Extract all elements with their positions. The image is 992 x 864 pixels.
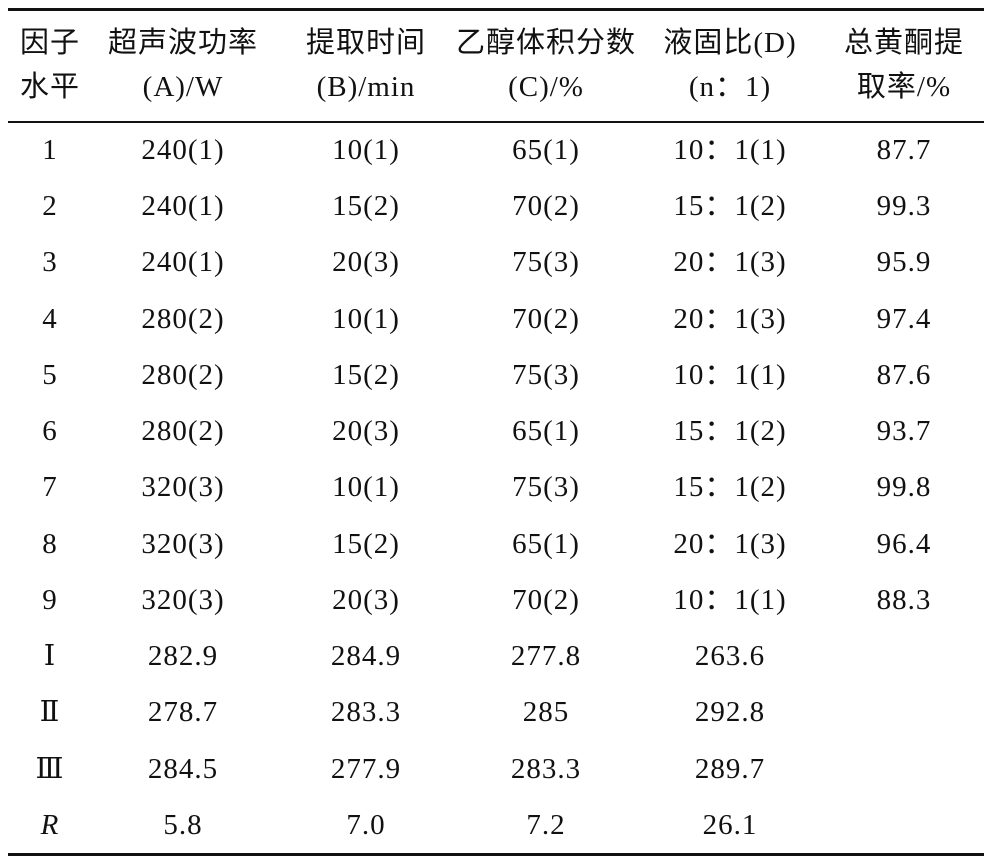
table-cell: 20(3) — [332, 415, 400, 448]
table-cell: 15：1(2) — [673, 471, 787, 504]
table-cell: 70(2) — [512, 302, 580, 335]
table-cell: 99.3 — [876, 190, 932, 223]
table-cell: 15(2) — [332, 190, 400, 223]
row-label: R — [40, 808, 60, 841]
table-cell: 240(1) — [141, 190, 225, 223]
row-label: Ⅱ — [39, 696, 61, 729]
header-cell: 因子 — [19, 27, 81, 59]
header-cell: 乙醇体积分数 — [455, 27, 637, 59]
table-cell: 65(1) — [512, 134, 580, 166]
table-cell: 10(1) — [332, 134, 400, 166]
table-cell: 10(1) — [332, 471, 400, 504]
table-cell: 277.9 — [330, 752, 402, 785]
table-cell: 93.7 — [876, 415, 932, 448]
table-cell: 26.1 — [702, 808, 758, 841]
table-cell: 20：1(3) — [673, 302, 787, 335]
table-cell: 20：1(3) — [673, 246, 787, 279]
table-cell: 7.0 — [346, 808, 386, 841]
table-cell: 95.9 — [876, 246, 932, 279]
table-cell: 292.8 — [694, 696, 766, 729]
header-cell: 超声波功率 — [107, 27, 259, 59]
table-cell: 65(1) — [512, 527, 580, 560]
table-cell: 15(2) — [332, 358, 400, 391]
table-cell: 87.6 — [876, 358, 932, 391]
header-cell: 液固比(D) — [663, 27, 797, 59]
table-cell: 10：1(1) — [673, 358, 787, 391]
table-cell: 320(3) — [141, 583, 225, 616]
table-cell: 280(2) — [141, 415, 225, 448]
table-cell: 240(1) — [141, 246, 225, 279]
table-cell: 285 — [522, 696, 570, 729]
table-cell: 10：1(1) — [673, 583, 787, 616]
table-cell: 5.8 — [163, 808, 203, 841]
table-cell: 20(3) — [332, 246, 400, 279]
table-cell: 99.8 — [876, 471, 932, 504]
row-label: 9 — [42, 583, 58, 616]
table-cell: 10(1) — [332, 302, 400, 335]
table-cell: 320(3) — [141, 527, 225, 560]
table-cell: 278.7 — [147, 696, 219, 729]
table-cell: 10：1(1) — [673, 134, 787, 166]
table-cell: 15：1(2) — [673, 415, 787, 448]
table-cell: 88.3 — [876, 583, 932, 616]
header-cell: (C)/% — [508, 71, 584, 103]
table-cell: 277.8 — [510, 640, 582, 673]
table-cell: 75(3) — [512, 471, 580, 504]
header-cell: 水平 — [19, 71, 81, 103]
table-cell: 284.5 — [147, 752, 219, 785]
table-cell: 70(2) — [512, 583, 580, 616]
table-cell: 289.7 — [694, 752, 766, 785]
table-cell: 282.9 — [147, 640, 219, 673]
header-cell: 总黄酮提 — [843, 27, 965, 59]
table-cell: 87.7 — [876, 134, 932, 166]
row-label: Ⅰ — [43, 640, 57, 673]
table-cell: 65(1) — [512, 415, 580, 448]
table-cell: 283.3 — [510, 752, 582, 785]
row-label: 7 — [42, 471, 58, 504]
table-cell: 70(2) — [512, 190, 580, 223]
table-cell: 15：1(2) — [673, 190, 787, 223]
table-cell: 240(1) — [141, 134, 225, 166]
row-label: 1 — [42, 134, 58, 166]
table-cell: 20(3) — [332, 583, 400, 616]
header-cell: (A)/W — [142, 71, 224, 103]
header-cell: 提取时间 — [305, 27, 427, 59]
table-cell: 283.3 — [330, 696, 402, 729]
row-label: Ⅲ — [35, 752, 65, 785]
row-label: 4 — [42, 302, 58, 335]
table-cell: 75(3) — [512, 246, 580, 279]
row-label: 6 — [42, 415, 58, 448]
top-rule — [8, 8, 984, 11]
table-cell: 280(2) — [141, 358, 225, 391]
row-label: 8 — [42, 527, 58, 560]
table-cell: 15(2) — [332, 527, 400, 560]
table-cell: 284.9 — [330, 640, 402, 673]
header-cell: (n：1) — [688, 71, 772, 103]
table-cell: 280(2) — [141, 302, 225, 335]
row-label: 3 — [42, 246, 58, 279]
bottom-rule — [8, 853, 984, 856]
table-cell: 263.6 — [694, 640, 766, 673]
table-cell: 75(3) — [512, 358, 580, 391]
table-cell: 20：1(3) — [673, 527, 787, 560]
table-cell: 7.2 — [526, 808, 566, 841]
header-rule — [8, 121, 984, 123]
header-cell: (B)/min — [316, 71, 416, 103]
row-label: 5 — [42, 358, 58, 391]
row-label: 2 — [42, 190, 58, 223]
table-cell: 96.4 — [876, 527, 932, 560]
table-cell: 320(3) — [141, 471, 225, 504]
header-cell: 取率/% — [856, 71, 952, 103]
table-cell: 97.4 — [876, 302, 932, 335]
